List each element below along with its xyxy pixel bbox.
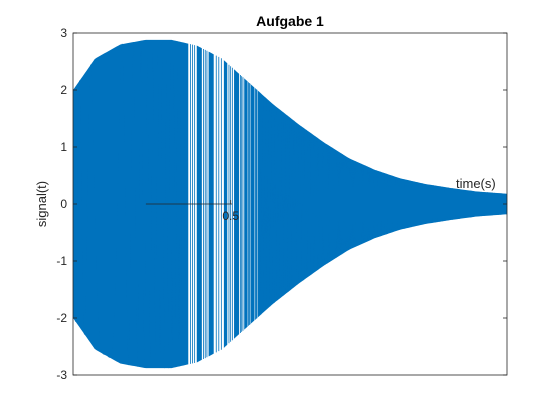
chart-title: Aufgabe 1 [256,13,324,29]
y-axis-label: signal(t) [34,181,49,227]
signal-line [73,40,507,369]
y-axis: 3 2 1 0 -1 -2 -3 [56,26,507,382]
x-tick-label: 0.5 [222,209,239,223]
y-tick-label: 1 [60,140,67,154]
y-tick-label: 2 [60,83,67,97]
x-axis-label: time(s) [456,176,496,191]
y-tick-label: 0 [60,197,67,211]
y-tick-label: -1 [56,254,67,268]
signal-series [73,33,507,375]
y-tick-label: -3 [56,368,67,382]
y-tick-label: -2 [56,311,67,325]
plot-area [73,33,507,375]
x-axis: 0.5 [145,200,239,223]
y-tick-label: 3 [60,26,67,40]
